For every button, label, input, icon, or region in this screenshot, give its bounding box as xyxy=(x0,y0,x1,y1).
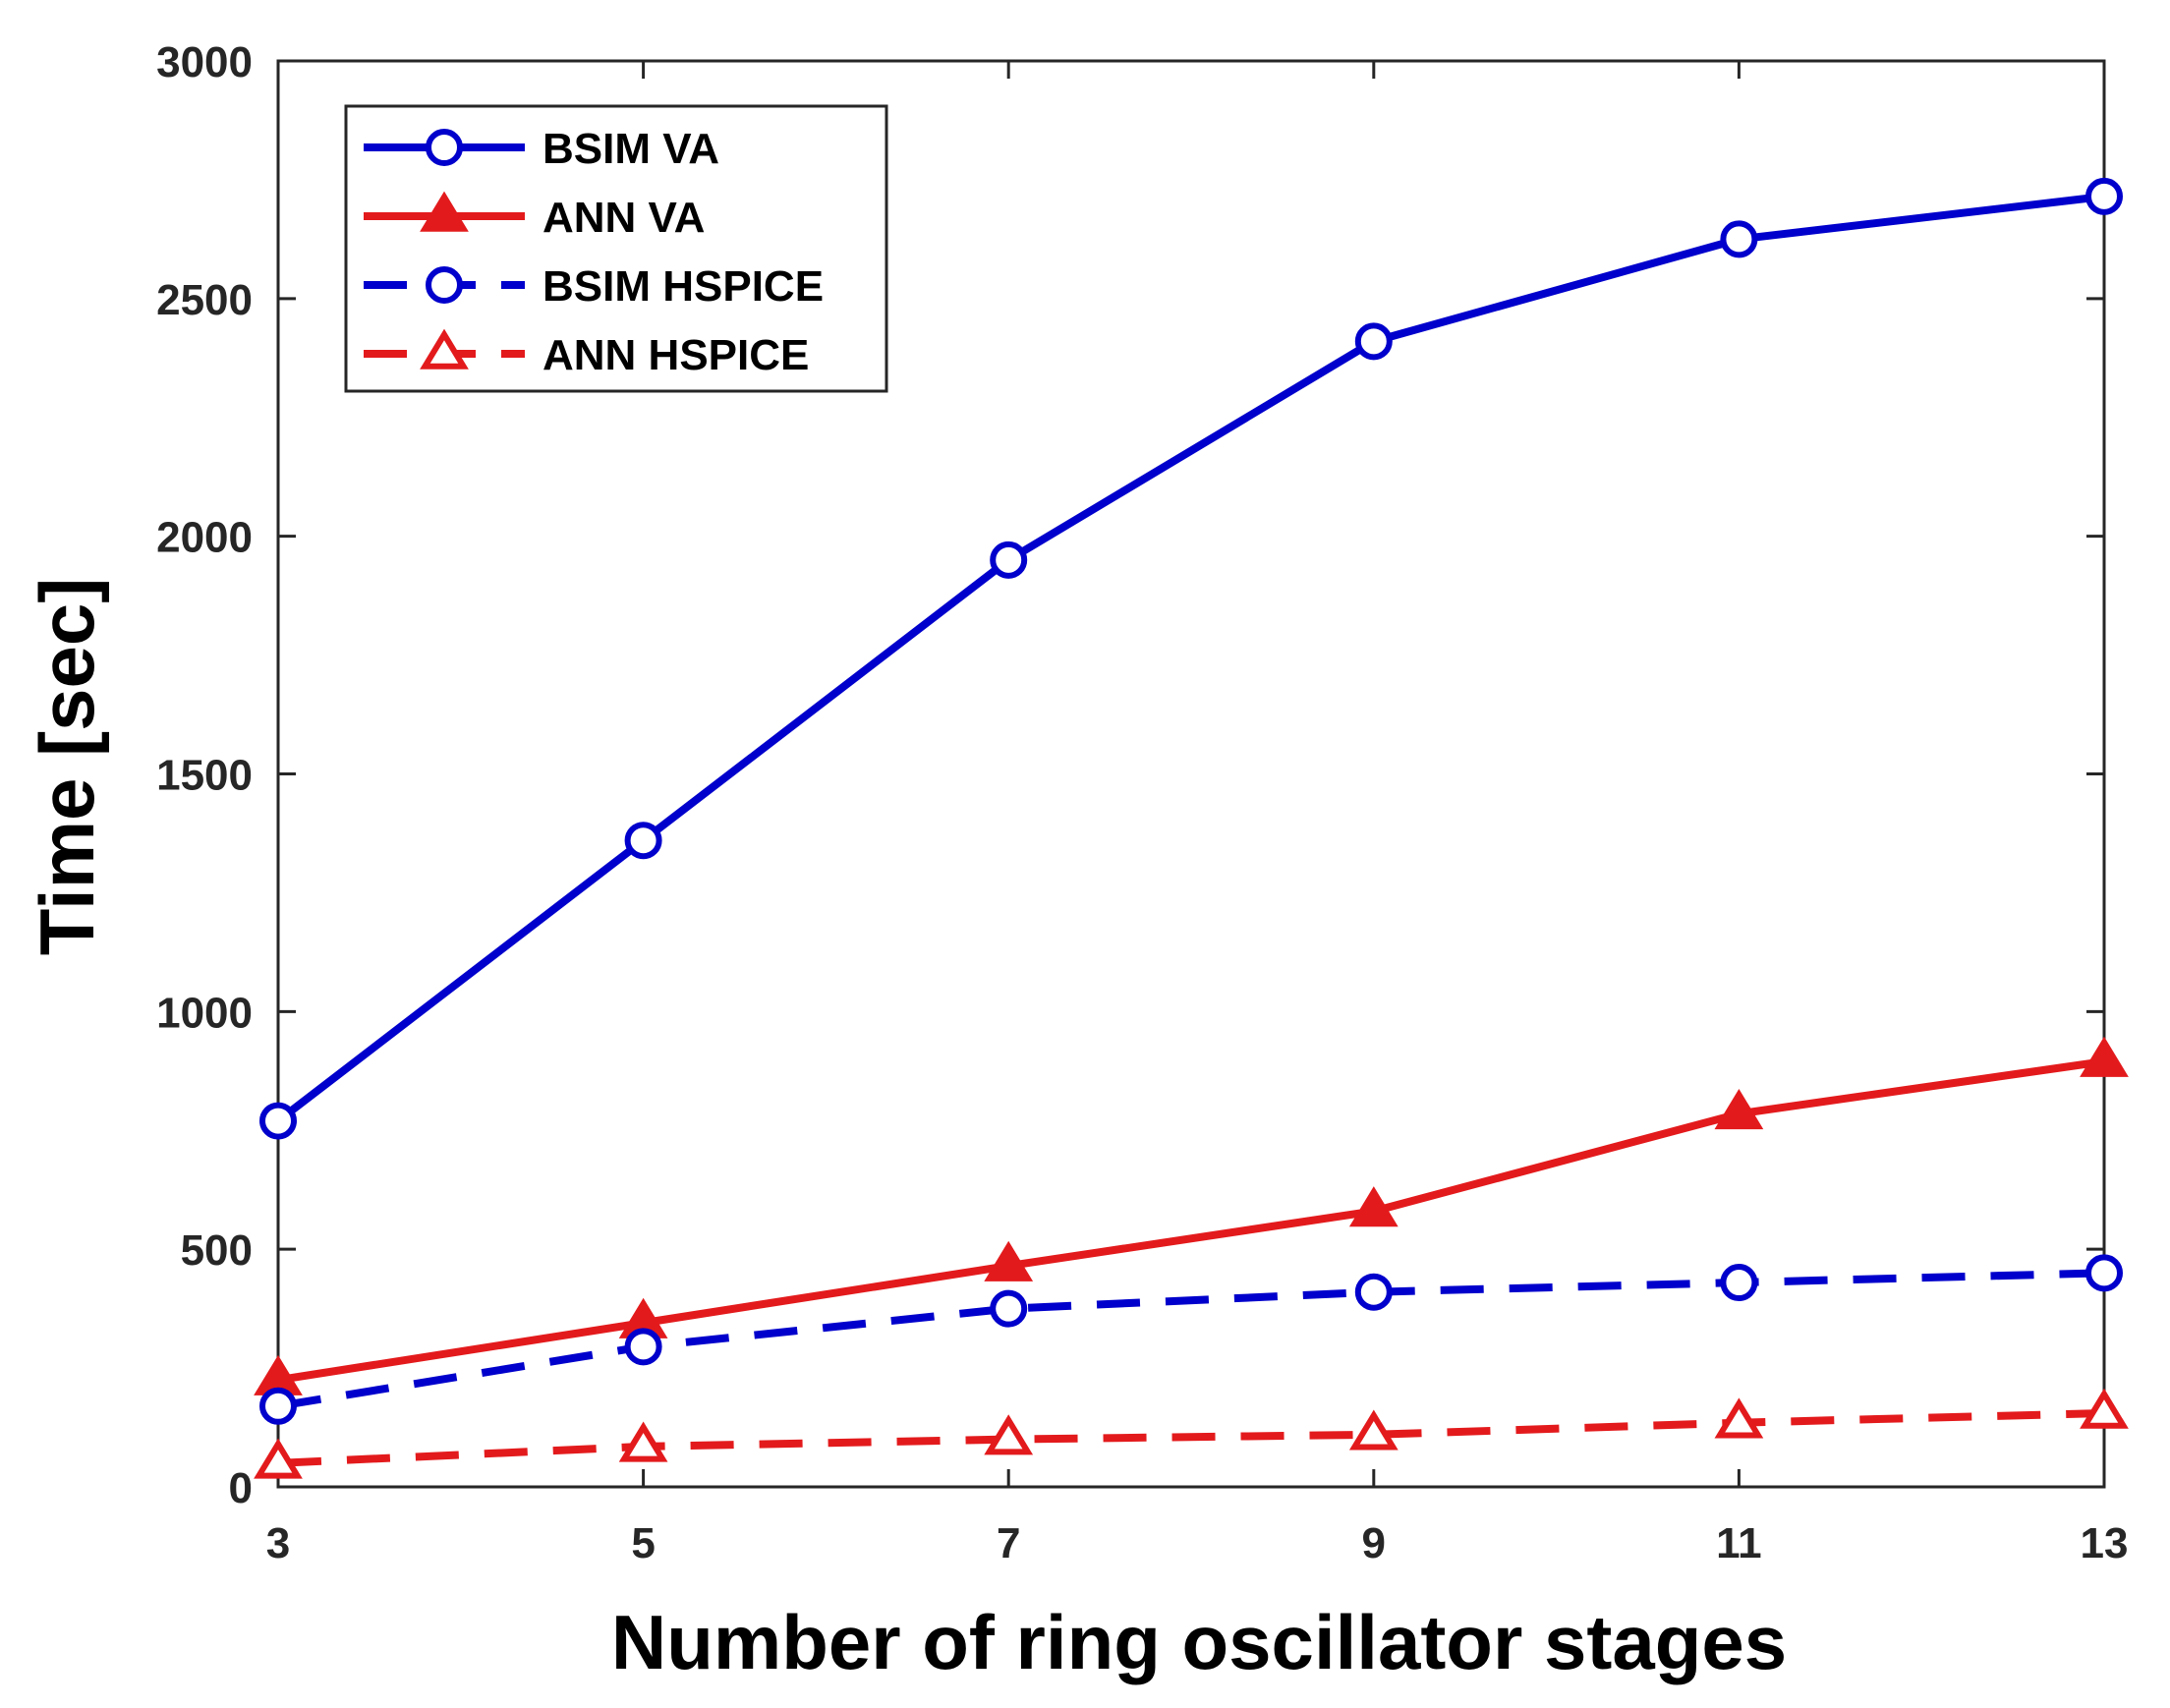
series xyxy=(254,1388,2129,1479)
data-point xyxy=(2080,1388,2129,1429)
y-tick-label: 2500 xyxy=(156,276,253,324)
legend-label: ANN VA xyxy=(542,194,705,242)
data-point xyxy=(426,266,463,304)
data-point xyxy=(1720,220,1758,258)
data-point xyxy=(1354,322,1393,361)
data-point xyxy=(2080,1036,2129,1077)
data-point xyxy=(2085,177,2123,215)
series-line xyxy=(275,192,2105,1124)
x-tick-label: 7 xyxy=(997,1519,1020,1567)
data-point xyxy=(1348,1186,1399,1227)
y-tick-label: 2000 xyxy=(156,514,253,562)
data-point xyxy=(990,541,1028,579)
legend-label: ANN HSPICE xyxy=(542,331,809,379)
data-point xyxy=(624,1328,662,1366)
x-tick-label: 9 xyxy=(1362,1519,1386,1567)
series-line xyxy=(277,1409,2105,1467)
series-line xyxy=(277,1269,2105,1410)
data-point xyxy=(259,1387,297,1425)
data-point xyxy=(2085,1254,2123,1292)
data-point xyxy=(426,129,463,166)
data-point xyxy=(420,328,469,370)
x-tick-label: 3 xyxy=(266,1519,290,1567)
data-point xyxy=(984,1240,1034,1281)
data-point xyxy=(1720,1264,1758,1302)
series-layer xyxy=(254,177,2129,1479)
y-tick-label: 3000 xyxy=(156,38,253,86)
y-tick-label: 1000 xyxy=(156,989,253,1037)
series-line xyxy=(277,1057,2105,1385)
x-axis-label: Number of ring oscillator stages xyxy=(611,1599,1787,1685)
data-point xyxy=(420,191,469,232)
data-point xyxy=(1354,1273,1393,1311)
data-point xyxy=(1714,1088,1764,1130)
data-point xyxy=(618,1421,668,1462)
x-tick-label: 5 xyxy=(631,1519,655,1567)
series xyxy=(259,1254,2123,1425)
y-tick-label: 500 xyxy=(181,1226,253,1275)
data-point xyxy=(990,1289,1028,1328)
data-point xyxy=(1714,1397,1764,1439)
x-tick-label: 11 xyxy=(1716,1519,1762,1567)
data-point xyxy=(1348,1409,1399,1451)
y-axis-label: Time [sec] xyxy=(24,578,110,955)
axes: 0 500 1000 1500 2000 2500 3000 3 5 7 9 11 13 xyxy=(156,38,2128,1567)
data-point xyxy=(254,1438,303,1479)
data-point xyxy=(624,822,662,860)
series xyxy=(259,177,2123,1140)
y-tick-label: 1500 xyxy=(156,752,253,800)
series xyxy=(254,1036,2129,1395)
y-tick-label: 0 xyxy=(229,1464,253,1512)
data-point xyxy=(984,1414,1034,1455)
legend-label: BSIM HSPICE xyxy=(542,262,824,311)
x-tick-label: 13 xyxy=(2081,1519,2129,1567)
legend: BSIM VA ANN VA BSIM HSPICE ANN HSPICE xyxy=(344,104,888,393)
legend-label: BSIM VA xyxy=(542,125,719,173)
data-point xyxy=(259,1102,297,1140)
